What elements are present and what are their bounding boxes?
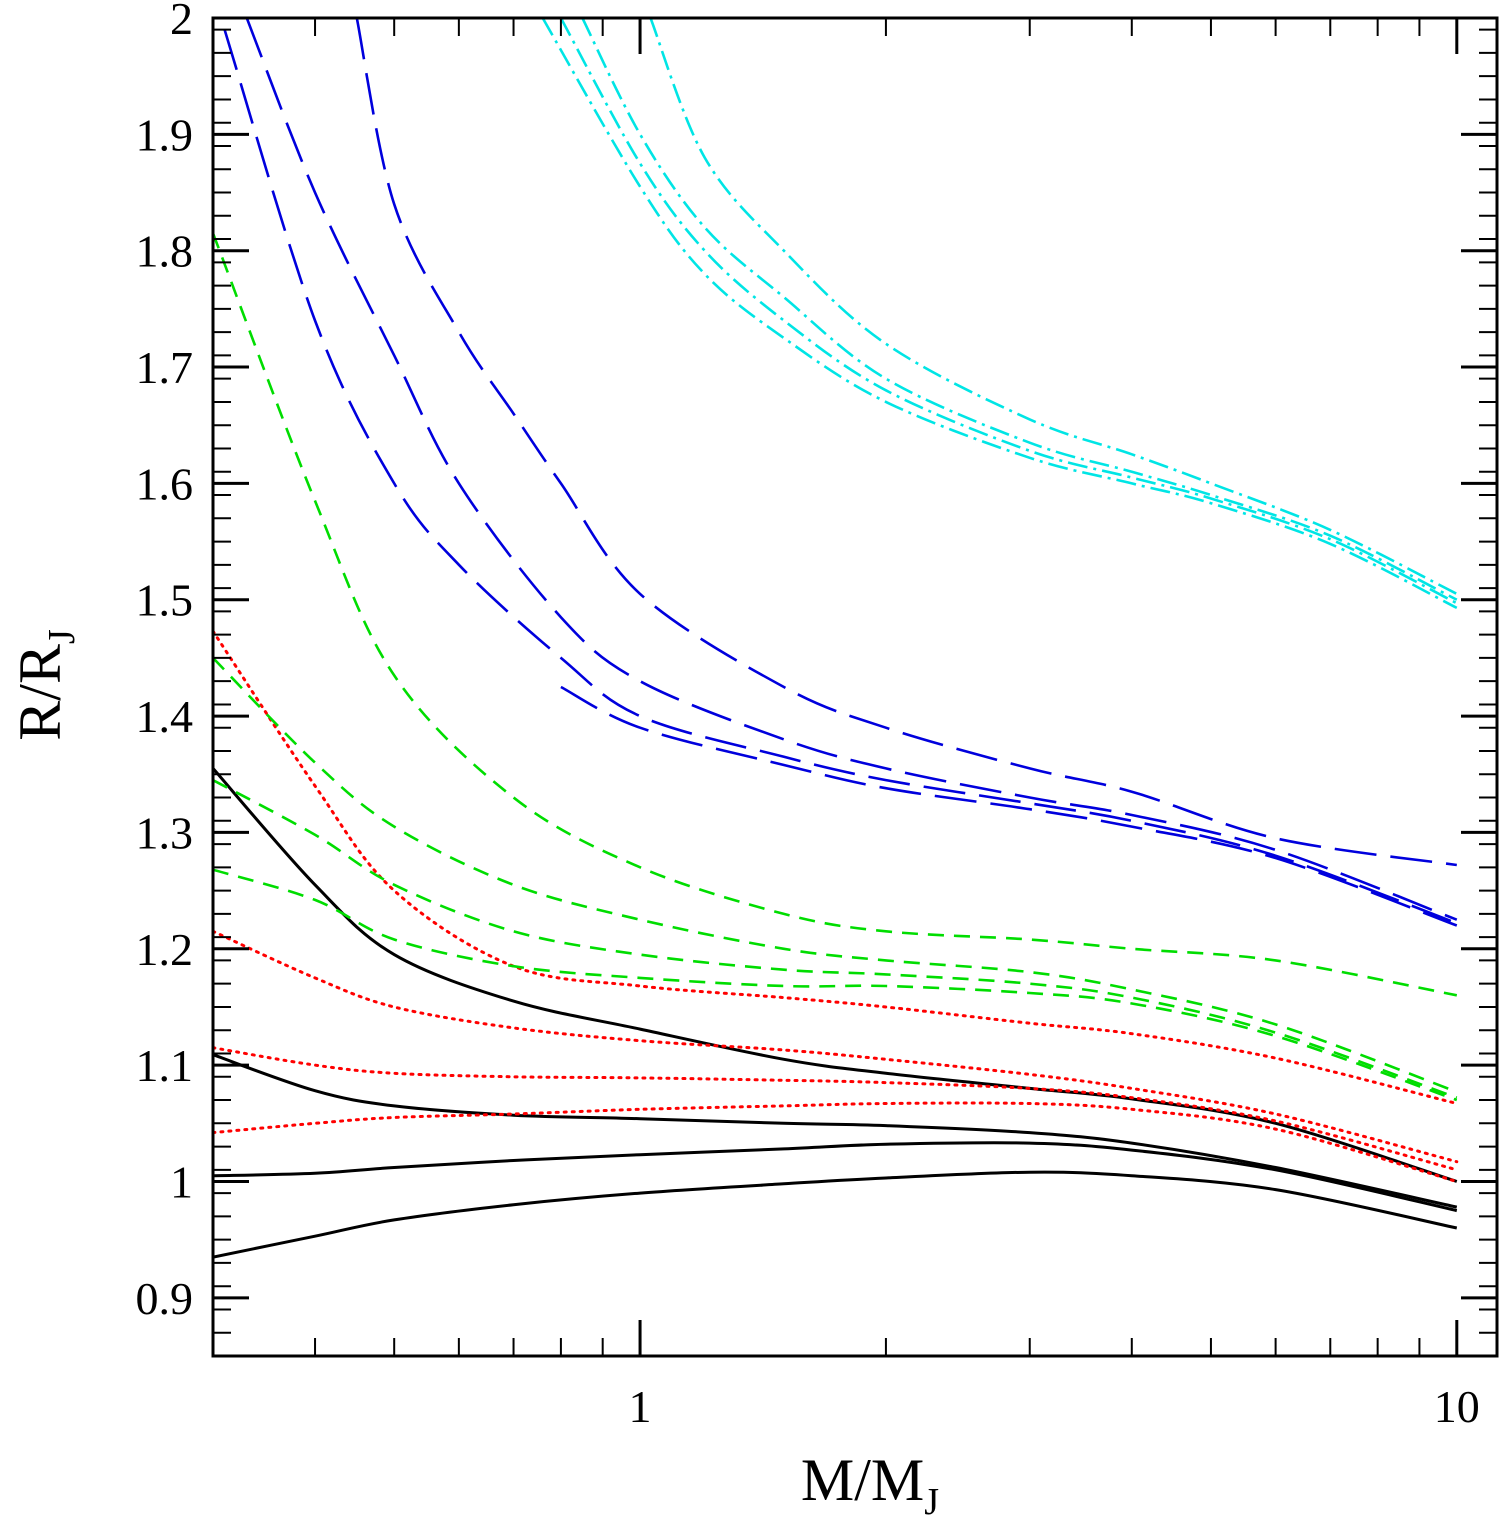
series-line-blue-15 (560, 685, 1458, 927)
series-layer (213, 18, 1459, 1259)
series-line-blue-12 (355, 18, 1457, 867)
y-tick-label: 0.9 (136, 1273, 194, 1324)
y-axis-title-main: R/R (7, 644, 73, 741)
y-axis-title-sub: J (41, 629, 83, 644)
y-tick-label: 1.3 (136, 807, 194, 858)
series-line-red-5 (213, 929, 1459, 1164)
series-line-green-8 (213, 232, 1458, 997)
ticks-layer: 0.9 1 1.1 1.2 1.3 1.4 1.5 1.6 1.7 1.8 1.9 2 1 10 (136, 0, 1497, 1432)
y-tick-label: 1.4 (136, 691, 194, 742)
series-line-green-11 (213, 868, 1458, 1102)
x-tick-label: 1 (629, 1381, 652, 1432)
series-line-black-2 (213, 1141, 1458, 1213)
series-line-green-10 (213, 778, 1458, 1099)
y-tick-label: 1.7 (136, 342, 194, 393)
y-tick-label: 1.8 (136, 226, 194, 277)
series-line-black-3 (213, 1170, 1458, 1259)
series-line-cyan-17 (581, 18, 1458, 601)
y-tick-label: 1 (170, 1156, 193, 1207)
x-axis-title: M/MJ (801, 1447, 939, 1521)
series-line-red-7 (213, 1101, 1459, 1183)
y-tick-label: 1.6 (136, 458, 194, 509)
series-line-black-1 (213, 1053, 1458, 1209)
series-line-red-6 (213, 1046, 1459, 1172)
y-tick-label: 1.1 (136, 1040, 194, 1091)
series-line-cyan-19 (541, 18, 1458, 610)
x-axis-title-sub: J (924, 1481, 939, 1521)
series-line-blue-14 (223, 29, 1458, 925)
series-line-blue-13 (245, 18, 1458, 921)
y-tick-label: 2 (170, 0, 193, 44)
y-axis-title: R/RJ (7, 629, 83, 741)
series-line-cyan-16 (649, 18, 1458, 596)
series-line-red-4 (213, 629, 1459, 1105)
plot-frame (211, 16, 1499, 1358)
x-tick-label: 10 (1434, 1381, 1480, 1432)
series-line-black-0 (213, 767, 1458, 1183)
y-tick-label: 1.5 (136, 575, 194, 626)
series-line-cyan-18 (559, 18, 1458, 605)
series-line-green-9 (213, 656, 1458, 1094)
y-tick-label: 1.9 (136, 109, 194, 160)
y-tick-label: 1.2 (136, 924, 194, 975)
x-axis-title-main: M/M (801, 1447, 924, 1513)
